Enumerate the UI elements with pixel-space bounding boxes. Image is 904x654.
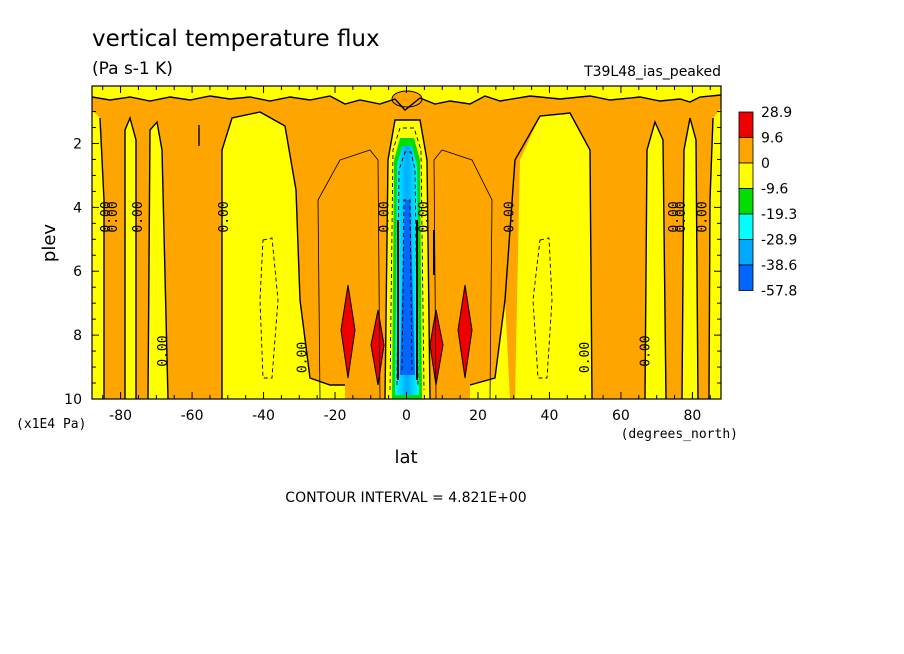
contour-label: 0.00 bbox=[295, 342, 310, 373]
color-legend: 28.9 9.6 0 -9.6 -19.3 -28.9 -38.6 -57.8 bbox=[738, 105, 797, 300]
legend-level-label: -9.6 bbox=[761, 182, 788, 198]
legend-swatch bbox=[738, 137, 754, 164]
legend-level-label: -19.3 bbox=[761, 207, 797, 223]
zero-contours bbox=[92, 94, 721, 399]
x-axis-units: (degrees_north) bbox=[621, 427, 738, 442]
y-tick-label: 10 bbox=[64, 392, 82, 408]
contour-interval: CONTOUR INTERVAL = 4.821E+00 bbox=[285, 490, 526, 506]
y-tick-label: 8 bbox=[73, 328, 82, 344]
x-tick-label: 80 bbox=[683, 408, 701, 424]
y-axis-units: (x1E4 Pa) bbox=[16, 417, 86, 432]
legend-swatch bbox=[738, 111, 754, 138]
field-yellow-band-w2 bbox=[125, 118, 136, 399]
field-yellow-band-e1b bbox=[470, 300, 510, 399]
y-axis-label: plev bbox=[39, 224, 60, 263]
contour-label: 0.00 bbox=[639, 335, 654, 366]
x-tick-label: 20 bbox=[469, 408, 487, 424]
contour-label: 0.00 bbox=[674, 201, 689, 232]
y-tick-label: 6 bbox=[73, 264, 82, 280]
x-tick-label: -20 bbox=[324, 408, 347, 424]
legend-level-label: 28.9 bbox=[761, 105, 792, 121]
contour-label: 0.00 bbox=[131, 201, 146, 232]
field-top-orange-blob bbox=[391, 90, 423, 108]
chart-units: (Pa s-1 K) bbox=[92, 59, 173, 79]
contour-label: 0.00 bbox=[696, 201, 711, 232]
contour-label: 0.00 bbox=[578, 342, 593, 373]
contour-label: 0.00 bbox=[156, 335, 171, 366]
legend-swatch bbox=[738, 239, 754, 266]
legend-swatch bbox=[738, 162, 754, 189]
center-tight-contours bbox=[397, 220, 435, 380]
negative-contours bbox=[259, 127, 553, 391]
field-red-max-1 bbox=[340, 284, 356, 379]
field-yellow-band-w1 bbox=[92, 110, 104, 399]
legend-level-label: 9.6 bbox=[761, 131, 783, 147]
chart-title: vertical temperature flux bbox=[92, 26, 380, 52]
legend-level-label: 0 bbox=[761, 156, 770, 172]
x-tick-label: -80 bbox=[109, 408, 132, 424]
contour-label: 0.00 bbox=[503, 201, 518, 232]
contour-label: 0.00 bbox=[417, 201, 432, 232]
legend-swatch bbox=[738, 264, 754, 291]
contour-field: 0.000.00 0.00 0.000.00 0.000.00 0.00 0.000.00… bbox=[92, 86, 721, 399]
x-tick-label: 60 bbox=[612, 408, 630, 424]
legend-level-label: -57.8 bbox=[761, 284, 797, 300]
contour-label: 0.00 bbox=[667, 201, 682, 232]
x-tick-label: 0 bbox=[402, 408, 411, 424]
legend-swatch bbox=[738, 213, 754, 240]
legend-level-label: -38.6 bbox=[761, 258, 797, 274]
experiment-label: T39L48_ias_peaked bbox=[583, 64, 721, 80]
contour-label: 0.00 bbox=[99, 201, 114, 232]
field-red-max-4 bbox=[457, 284, 473, 379]
contour-labels: 0.000.00 0.00 0.000.00 0.000.00 0.00 0.000.00… bbox=[99, 201, 711, 373]
contour-label: 0.00 bbox=[378, 201, 393, 232]
field-yellow-band-w3 bbox=[148, 122, 168, 399]
field-yellow-band-w4 bbox=[222, 112, 345, 399]
field-yellow-band-e2 bbox=[645, 122, 666, 399]
field-red-max-2 bbox=[370, 309, 385, 386]
x-tick-label: 40 bbox=[541, 408, 559, 424]
field-yellow-band-e3 bbox=[682, 118, 698, 399]
field-yellow-band-e4 bbox=[709, 108, 721, 399]
y-axis-ticks: 2 4 6 8 10 bbox=[64, 111, 721, 408]
legend-swatch bbox=[738, 188, 754, 215]
legend-level-label: -28.9 bbox=[761, 233, 797, 249]
x-tick-label: -60 bbox=[181, 408, 204, 424]
x-tick-label: -40 bbox=[252, 408, 275, 424]
positive-contours bbox=[317, 149, 493, 399]
x-axis-label: lat bbox=[394, 447, 417, 468]
contour-label: 0.00 bbox=[217, 201, 232, 232]
y-tick-label: 4 bbox=[73, 200, 82, 216]
x-axis-ticks: -80 -60 -40 -20 0 20 40 60 80 bbox=[102, 86, 711, 424]
field-yellow-band-e1 bbox=[515, 113, 592, 399]
y-tick-label: 2 bbox=[73, 136, 82, 152]
contour-label: 0.00 bbox=[106, 201, 121, 232]
